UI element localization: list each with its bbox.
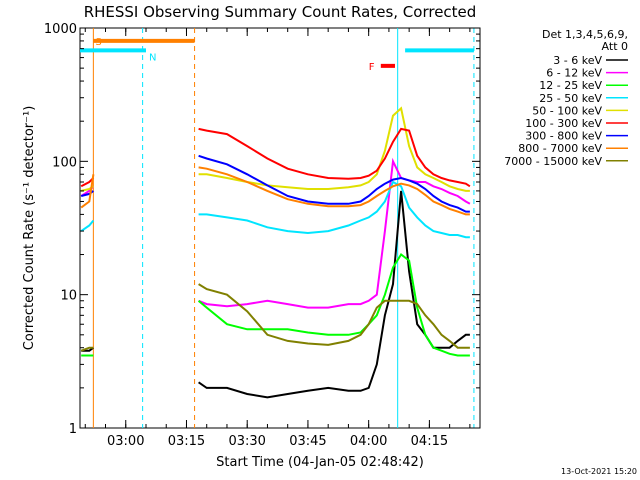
series-line-3-0: [80, 219, 95, 232]
chart-title: RHESSI Observing Summary Count Rates, Co…: [84, 3, 477, 21]
series-line-8-1: [198, 283, 470, 349]
marker-lines: [92, 28, 475, 428]
legend-label-8: 7000 - 15000 keV: [504, 155, 602, 168]
x-axis-label: Start Time (04-Jan-05 02:48:42): [216, 455, 424, 470]
y-tick-label-0: 1: [69, 422, 77, 437]
x-tick-label-1: 03:15: [168, 434, 205, 449]
series-line-5-1: [198, 127, 471, 188]
series-layer: [80, 106, 471, 399]
series-line-7-0: [80, 174, 95, 209]
x-tick-label-2: 03:30: [228, 434, 265, 449]
y-axis-label: Corrected Count Rate (s⁻¹ detector⁻¹): [22, 106, 37, 351]
x-axis: 03:00 03:15 03:30 03:45 04:00 04:15: [84, 28, 471, 449]
series-line-0-1: [198, 190, 470, 399]
marker-label-2: F: [369, 62, 375, 73]
series-line-4-1: [198, 106, 470, 192]
x-tick-label-3: 03:45: [289, 434, 326, 449]
legend-label-0: 3 - 6 keV: [553, 54, 602, 67]
footer-stamp: 13-Oct-2021 15:20: [561, 467, 637, 476]
mode-markers: S N F: [80, 37, 474, 73]
marker-label-0: S: [95, 37, 101, 48]
legend-header-1: Att 0: [602, 40, 628, 53]
x-tick-label-4: 04:00: [350, 434, 387, 449]
legend-label-1: 6 - 12 keV: [546, 67, 602, 80]
series-line-8-0: [80, 346, 94, 352]
y-tick-label-2: 100: [52, 155, 77, 170]
series-line-6-0: [80, 190, 94, 197]
legend-label-4: 50 - 100 keV: [532, 104, 602, 117]
y-axis: 1 10 100 1000: [44, 22, 480, 437]
y-tick-label-3: 1000: [44, 22, 77, 37]
y-tick-label-1: 10: [60, 289, 77, 304]
series-line-6-1: [198, 154, 470, 213]
legend-label-3: 25 - 50 keV: [539, 92, 602, 105]
legend-label-5: 100 - 300 keV: [525, 117, 602, 130]
x-tick-label-5: 04:15: [411, 434, 448, 449]
legend-label-2: 12 - 25 keV: [539, 79, 602, 92]
x-tick-label-0: 03:00: [107, 434, 144, 449]
series-line-7-1: [198, 166, 470, 216]
legend-header-0: Det 1,3,4,5,6,9,: [542, 28, 628, 41]
plot-frame: [79, 27, 481, 429]
legend-label-6: 300 - 800 keV: [525, 130, 602, 143]
marker-label-1: N: [149, 52, 156, 63]
legend-label-7: 800 - 7000 keV: [518, 142, 602, 155]
series-line-3-1: [198, 180, 470, 239]
series-line-1-1: [198, 157, 471, 309]
